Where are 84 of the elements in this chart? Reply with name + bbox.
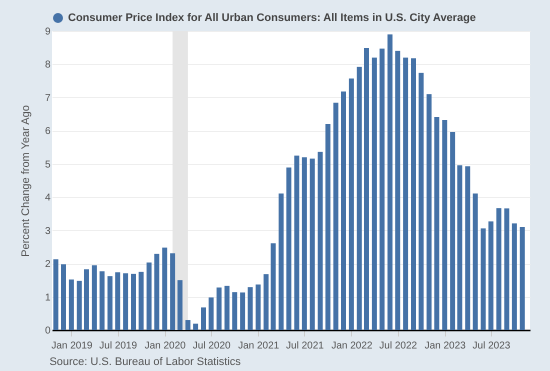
- bar: [232, 292, 238, 330]
- bar: [472, 193, 478, 330]
- y-tick-label: 9: [44, 26, 51, 38]
- bar: [154, 254, 160, 330]
- source-note: Source: U.S. Bureau of Labor Statistics: [49, 356, 242, 368]
- bar: [418, 72, 424, 330]
- bar: [480, 228, 486, 330]
- y-tick-label: 4: [44, 192, 51, 204]
- bar: [286, 168, 292, 330]
- bar: [100, 271, 105, 330]
- y-tick-label: 6: [44, 126, 51, 138]
- bar: [60, 264, 66, 330]
- bar: [496, 208, 502, 330]
- bar: [92, 265, 97, 330]
- bar: [333, 102, 338, 330]
- legend-label: Consumer Price Index for All Urban Consumers: All Items in U.S. City Average: [68, 12, 476, 24]
- bar: [520, 227, 525, 330]
- bar: [162, 248, 168, 330]
- bar: [270, 243, 276, 330]
- bar: [380, 48, 385, 330]
- y-tick-label: 3: [44, 226, 51, 237]
- bar: [356, 66, 362, 330]
- bar: [341, 91, 346, 330]
- x-tick-label: Jan 2021: [238, 340, 280, 352]
- bar: [53, 259, 58, 330]
- y-tick-label: 5: [44, 159, 51, 170]
- x-tick-label: Jan 2023: [424, 340, 466, 352]
- bar: [372, 58, 377, 330]
- bar: [457, 165, 462, 330]
- bar: [216, 287, 222, 330]
- bar: [224, 286, 230, 330]
- bar: [201, 307, 206, 330]
- bar: [131, 274, 136, 330]
- bar: [240, 292, 246, 330]
- bar: [325, 124, 330, 330]
- bar: [170, 253, 176, 330]
- bar: [388, 34, 392, 330]
- bar: [123, 273, 128, 330]
- bar: [302, 157, 307, 330]
- bar: [403, 58, 408, 330]
- bar: [248, 287, 253, 330]
- bar: [434, 117, 440, 330]
- bar: [193, 324, 198, 330]
- bar: [76, 280, 82, 330]
- bar: [294, 156, 300, 330]
- y-axis-title: Percent Change from Year Ago: [20, 105, 32, 257]
- bar: [512, 223, 517, 330]
- bar: [278, 193, 284, 330]
- bar: [426, 94, 432, 330]
- bar: [264, 274, 269, 330]
- x-tick-label: Jul 2021: [286, 340, 324, 352]
- y-tick-label: 0: [44, 326, 51, 336]
- bar: [185, 320, 190, 330]
- bar: [115, 272, 120, 330]
- bar: [488, 221, 494, 330]
- bar: [318, 152, 323, 330]
- y-tick-label: 1: [44, 292, 51, 304]
- bar: [442, 120, 448, 330]
- bar: [68, 280, 74, 330]
- bar: [138, 272, 144, 330]
- y-tick-label: 8: [44, 60, 51, 71]
- bar: [208, 297, 214, 330]
- bar: [146, 262, 152, 330]
- bar: [177, 280, 182, 330]
- bar: [310, 158, 315, 330]
- bar: [411, 58, 416, 330]
- bar: [450, 132, 456, 330]
- x-tick-label: Jul 2019: [99, 340, 138, 352]
- bar: [348, 78, 354, 330]
- bar: [465, 166, 470, 330]
- bar: [84, 269, 89, 330]
- bar: [395, 50, 400, 330]
- y-tick-label: 7: [44, 92, 51, 104]
- bar: [364, 48, 369, 330]
- x-tick-label: Jul 2023: [472, 340, 511, 352]
- x-tick-label: Jan 2022: [331, 340, 373, 352]
- x-tick-label: Jan 2019: [51, 340, 93, 352]
- bar: [107, 276, 112, 330]
- bar: [256, 284, 261, 330]
- bar: [504, 208, 510, 330]
- x-tick-label: Jan 2020: [144, 340, 186, 352]
- x-tick-label: Jul 2022: [379, 340, 418, 352]
- y-tick-label: 2: [44, 259, 51, 270]
- x-tick-label: Jul 2020: [192, 340, 232, 352]
